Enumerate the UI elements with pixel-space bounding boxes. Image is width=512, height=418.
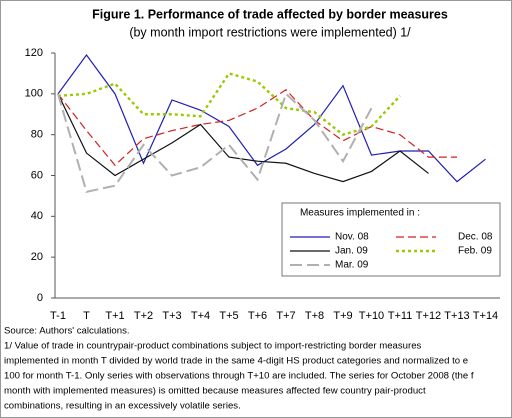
x-tick-label: T+2: [134, 310, 153, 322]
x-tick-label: T+4: [191, 310, 210, 322]
footnote: Source: Authors' calculations.: [4, 326, 130, 337]
footnote: combinations, resulting in an excessivel…: [4, 401, 241, 412]
series-line: [57, 88, 457, 167]
x-tick-label: T+3: [162, 310, 181, 322]
series-line: [57, 93, 429, 183]
y-tick-label: 0: [37, 292, 43, 304]
legend-title: Measures implemented in :: [300, 208, 420, 219]
x-tick-label: T+1: [105, 310, 124, 322]
x-tick-label: T+8: [305, 310, 324, 322]
x-tick-label: T+12: [416, 310, 441, 322]
x-tick-label: T-1: [50, 310, 66, 322]
legend-box: [281, 202, 501, 277]
x-tick-label: T+5: [219, 310, 238, 322]
x-tick-label: T+9: [333, 310, 352, 322]
chart-title: Figure 1. Performance of trade affected …: [92, 7, 448, 21]
series-line: [57, 72, 401, 136]
x-tick-label: T+6: [248, 310, 267, 322]
footnote: 1/ Value of trade in countrypair-product…: [4, 341, 422, 352]
footnote: 100 for month T-1. Only series with obse…: [4, 371, 474, 382]
x-tick-label: T+14: [473, 310, 498, 322]
series-line: [57, 54, 486, 183]
x-tick-label: T+7: [276, 310, 295, 322]
x-tick-label: T+11: [388, 310, 413, 322]
x-tick-label: T: [83, 310, 90, 322]
legend-label: Dec. 08: [458, 232, 493, 243]
footnote: implemented in month T divided by world …: [4, 356, 468, 367]
legend-label: Nov. 08: [335, 232, 369, 243]
y-tick-label: 20: [31, 251, 43, 263]
chart-subtitle: (by month import restrictions were imple…: [129, 25, 411, 39]
y-tick-label: 60: [31, 169, 43, 181]
legend-label: Jan. 09: [335, 246, 368, 257]
y-tick-label: 40: [31, 210, 43, 222]
footnote: month with implemented measures) is omit…: [4, 386, 426, 397]
series-line: [57, 92, 373, 194]
y-tick-label: 80: [31, 129, 43, 141]
x-tick-label: T+13: [444, 310, 469, 322]
y-tick-label: 100: [25, 88, 43, 100]
legend-label: Mar. 09: [335, 260, 369, 271]
y-tick-label: 120: [25, 47, 43, 59]
legend-label: Feb. 09: [458, 246, 492, 257]
x-tick-label: T+10: [359, 310, 384, 322]
